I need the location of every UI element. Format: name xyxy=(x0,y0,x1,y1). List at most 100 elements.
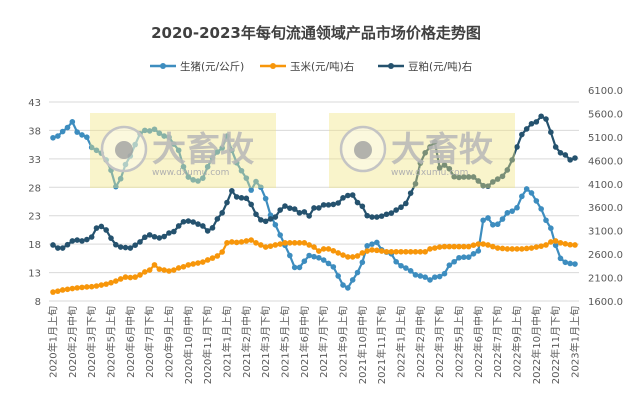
data-point xyxy=(122,161,129,168)
data-point xyxy=(523,126,530,132)
data-point xyxy=(514,144,520,150)
data-point xyxy=(79,238,85,244)
data-point xyxy=(93,147,100,154)
right-y-tick-label: 2600.0 xyxy=(588,250,623,261)
data-point xyxy=(204,228,211,234)
legend-item: 豆粕(元/吨)右 xyxy=(378,60,472,73)
x-tick-label: 2020年3月下旬 xyxy=(85,306,98,378)
data-point xyxy=(509,157,515,163)
data-point xyxy=(562,240,569,247)
data-point xyxy=(277,232,283,238)
data-point xyxy=(340,252,346,258)
data-point xyxy=(320,257,327,263)
data-point xyxy=(456,174,462,181)
data-point xyxy=(456,254,462,261)
data-point xyxy=(113,241,119,248)
right-y-axis: 1600.0 2100.0 2600.0 3100.0 3600.0 4100.0 4600… xyxy=(588,86,623,308)
data-point xyxy=(209,154,216,161)
x-tick-label: 2022年6月中旬 xyxy=(472,306,485,378)
data-point xyxy=(267,216,274,222)
data-point xyxy=(451,243,457,250)
data-point xyxy=(412,272,419,278)
data-point xyxy=(137,239,143,245)
data-point xyxy=(103,227,109,233)
data-point xyxy=(349,277,356,283)
data-point xyxy=(291,206,298,212)
data-point xyxy=(514,204,520,211)
data-point xyxy=(224,199,230,206)
data-point xyxy=(422,274,428,280)
legend-label: 玉米(元/吨)右 xyxy=(290,60,354,73)
right-y-tick-label: 3100.0 xyxy=(588,227,623,238)
data-point xyxy=(117,244,124,250)
data-point xyxy=(533,119,540,125)
data-point xyxy=(88,283,95,290)
data-point xyxy=(364,212,370,219)
data-point xyxy=(238,239,245,245)
data-point xyxy=(374,214,380,220)
data-point xyxy=(287,240,293,246)
data-point xyxy=(296,240,303,246)
data-point xyxy=(74,285,80,291)
data-point xyxy=(55,133,61,139)
data-point xyxy=(103,281,109,287)
data-point xyxy=(195,221,201,227)
data-point xyxy=(562,152,569,158)
x-tick-label: 2022年1月上旬 xyxy=(395,306,408,378)
data-point xyxy=(514,246,520,252)
data-point xyxy=(127,245,134,251)
legend-item: 生猪(元/公斤) xyxy=(150,60,244,73)
data-point xyxy=(374,247,380,254)
watermark-logo-text: 大畜牧 xyxy=(391,130,494,170)
x-tick-label: 2020年9月上旬 xyxy=(163,306,176,378)
data-point xyxy=(475,248,482,254)
data-point xyxy=(171,228,177,235)
data-point xyxy=(296,210,303,216)
data-point xyxy=(427,144,433,150)
data-point xyxy=(572,242,578,248)
data-point xyxy=(417,248,424,255)
data-point xyxy=(200,175,206,181)
data-point xyxy=(403,200,409,207)
data-point xyxy=(340,282,346,288)
legend-marker xyxy=(160,63,166,69)
data-point xyxy=(253,178,259,185)
data-point xyxy=(113,278,119,284)
data-point xyxy=(214,149,221,155)
data-point xyxy=(59,128,66,135)
data-point xyxy=(325,246,332,252)
data-point xyxy=(117,276,124,282)
data-point xyxy=(354,199,361,206)
data-point xyxy=(84,284,90,290)
data-point xyxy=(345,285,351,291)
data-point xyxy=(441,270,448,277)
x-tick-label: 2022年3月下旬 xyxy=(433,306,446,378)
data-point xyxy=(383,211,390,218)
x-tick-label: 2022年7月下旬 xyxy=(491,306,504,378)
data-point xyxy=(287,252,293,259)
data-point xyxy=(219,249,225,255)
data-point xyxy=(465,243,472,250)
data-point xyxy=(262,195,269,202)
data-point xyxy=(557,255,564,262)
data-point xyxy=(359,259,366,266)
left-y-tick-label: 33 xyxy=(28,155,41,166)
data-point xyxy=(238,195,245,201)
data-point xyxy=(311,244,317,250)
data-point xyxy=(243,175,250,181)
data-point xyxy=(548,239,554,245)
data-point xyxy=(311,205,317,211)
right-y-tick-label: 4100.0 xyxy=(588,180,623,191)
data-point xyxy=(470,242,477,249)
data-point xyxy=(538,243,544,249)
right-y-tick-label: 1600.0 xyxy=(588,297,623,308)
data-point xyxy=(64,241,71,248)
data-point xyxy=(185,174,192,180)
data-point xyxy=(238,167,245,174)
data-point xyxy=(538,206,544,212)
data-point xyxy=(369,241,375,247)
data-point xyxy=(485,215,491,221)
data-point xyxy=(301,209,308,215)
data-point xyxy=(330,248,337,254)
